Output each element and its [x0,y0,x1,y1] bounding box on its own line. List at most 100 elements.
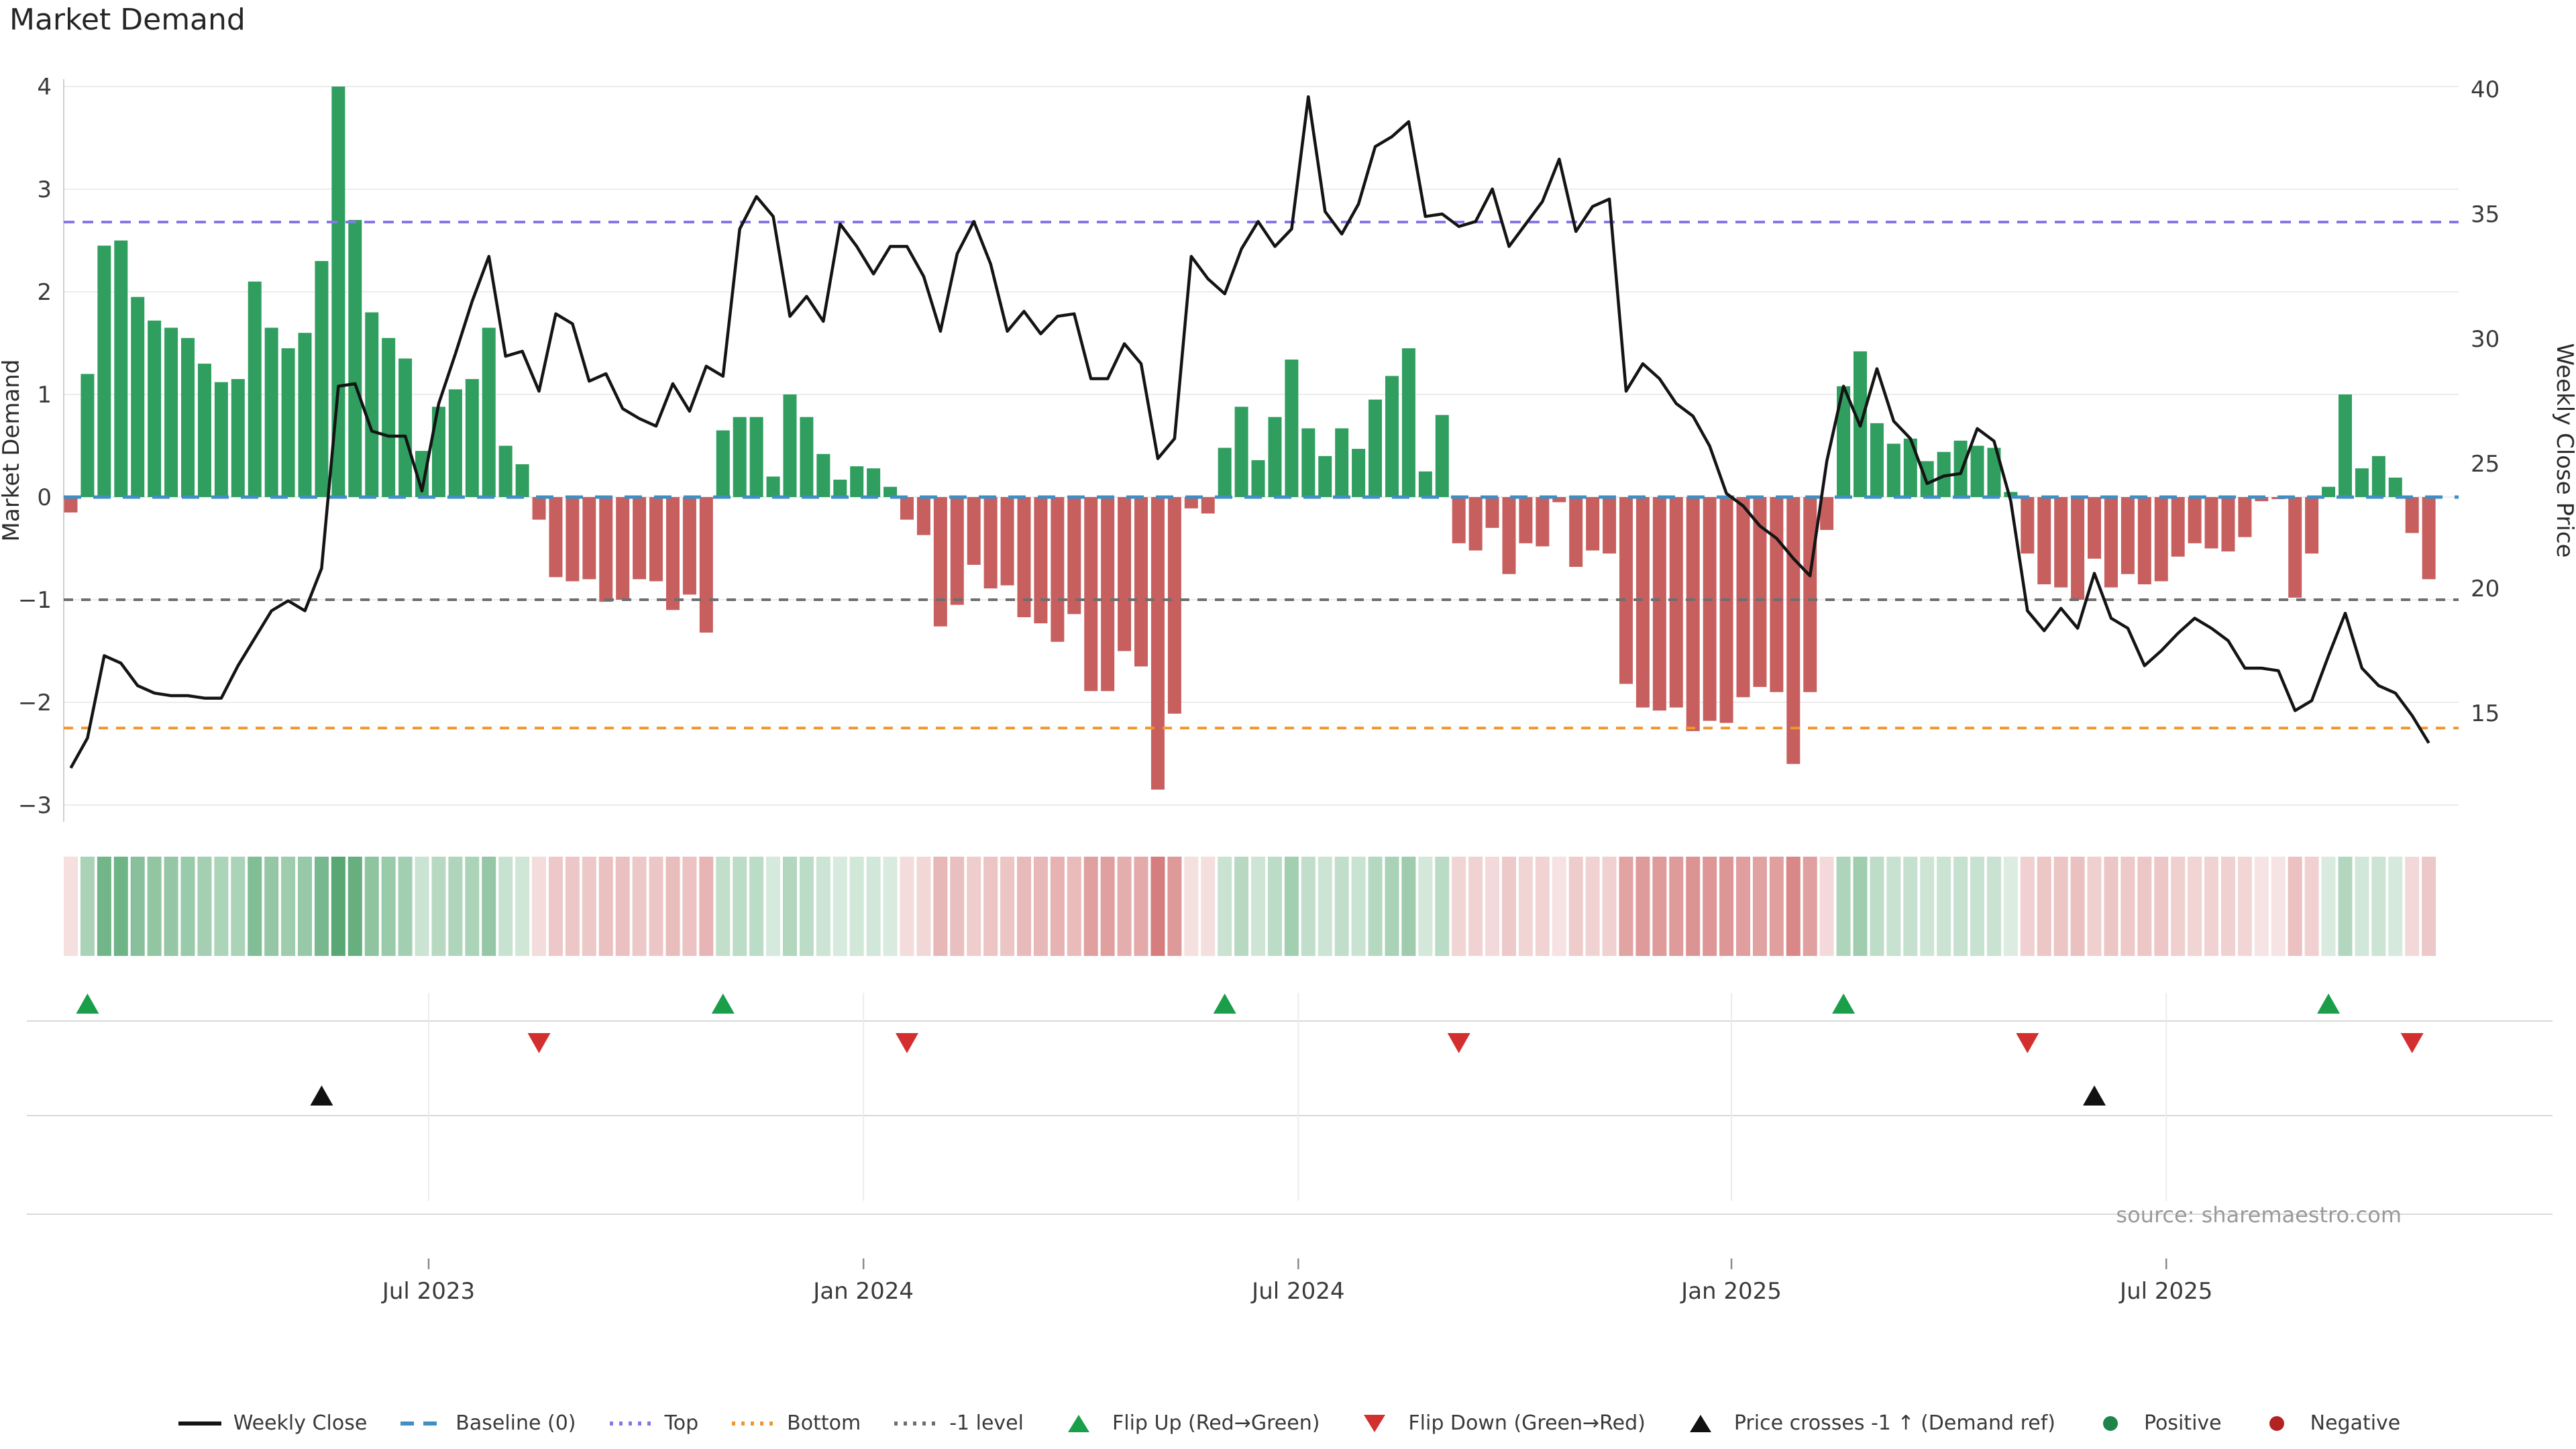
heatmap-cell [1351,857,1366,956]
dot-legend-swatch [2102,1415,2118,1431]
demand-bar [1803,497,1817,692]
heatmap-cell [1418,857,1433,956]
legend-item: Baseline (0) [398,1411,576,1435]
heatmap-cell [331,857,345,956]
demand-bar [1101,497,1115,692]
demand-bar [1051,497,1065,642]
demand-bar [599,497,613,602]
demand-bar [1301,428,1316,497]
demand-bar [1118,497,1132,651]
demand-bar [699,497,713,633]
heatmap-cell [833,857,847,956]
right-axis-tick: 35 [2471,201,2500,228]
heatmap-cell [582,857,596,956]
flip-down-marker [2016,1033,2039,1053]
demand-bar [2238,497,2252,537]
source-annotation: source: sharemaestro.com [2116,1202,2402,1228]
demand-bar [2204,497,2218,549]
demand-bar [1285,359,1299,497]
tri-up-legend-swatch [1689,1414,1711,1432]
heatmap-cell [80,857,95,956]
heatmap-cell [130,857,145,956]
heatmap-cell [2104,857,2118,956]
heatmap-cell [1017,857,1032,956]
heatmap-cell [1719,857,1734,956]
demand-bar [2137,497,2151,585]
heatmap-cell [900,857,914,956]
left-axis-tick: 0 [37,484,52,511]
heatmap-cell [816,857,830,956]
demand-bar [1435,415,1449,497]
demand-bar [2121,497,2135,574]
dot-legend-swatch [2269,1415,2284,1431]
heatmap-cell [1501,857,1516,956]
demand-bar [482,327,496,497]
demand-bar [2071,497,2085,600]
heatmap-cell [498,857,513,956]
right-axis-tick: 40 [2471,76,2500,103]
demand-bar [2004,492,2018,497]
demand-bar [1569,497,1583,568]
legend-item-label: Flip Up (Red→Green) [1112,1411,1320,1435]
demand-bar [2355,468,2369,497]
heatmap-cell [1385,857,1399,956]
legend-item: Top [607,1411,698,1435]
heatmap-cell [1870,857,1884,956]
demand-bar [2221,497,2235,552]
right-axis-title: Weekly Close Price [2551,343,2576,558]
demand-bar [231,379,245,497]
heatmap-cell [2037,857,2051,956]
demand-bar [365,312,379,497]
demand-bar [1134,497,1148,667]
demand-bar [2322,486,2336,497]
heatmap-cell [1652,857,1667,956]
demand-bar [2021,497,2035,554]
heatmap-cell [2371,857,2386,956]
heatmap-cell [1585,857,1600,956]
demand-bar [850,466,864,497]
heatmap-cell [1117,857,1132,956]
demand-bar [1234,407,1248,497]
flip-up-marker [2317,994,2341,1014]
demand-bar [2288,497,2302,598]
legend-item: Positive [2086,1411,2222,1435]
demand-bar [2054,497,2068,588]
legend-item: Flip Up (Red→Green) [1055,1411,1320,1435]
heatmap-cell [2188,857,2202,956]
legend-item-label: Negative [2310,1411,2401,1435]
heatmap-cell [1518,857,1533,956]
heatmap-cell [749,857,764,956]
flip-down-marker [1447,1033,1470,1053]
heatmap-cell [164,857,178,956]
dots-legend-swatch [609,1421,653,1426]
legend-item-label: Bottom [787,1411,861,1435]
heatmap-cell [933,857,948,956]
tri-down-legend-swatch [1364,1414,1386,1432]
demand-bar [582,497,596,580]
flip-up-marker [711,994,735,1014]
demand-bar [1385,376,1399,497]
right-axis-tick: 25 [2471,451,2500,478]
demand-bar [2171,497,2185,557]
heatmap-cell [2288,857,2302,956]
heatmap-cell [983,857,998,956]
demand-bar [1502,497,1516,574]
heatmap-cell [615,857,630,956]
demand-bar [1753,497,1767,688]
heatmap-cell [1803,857,1817,956]
heatmap-cell [649,857,663,956]
demand-bar [1150,497,1165,790]
heatmap-cell [1819,857,1834,956]
heatmap-cell [1619,857,1633,956]
demand-bar [616,497,630,600]
demand-bar [398,358,413,497]
heatmap-cell [883,857,898,956]
demand-bar [1067,497,1081,614]
right-axis-tick: 30 [2471,326,2500,353]
demand-bar [2104,497,2118,588]
heatmap-cell [448,857,463,956]
legend-item-label: Flip Down (Green→Red) [1408,1411,1646,1435]
heatmap-cell [2321,857,2336,956]
left-axis-tick: 3 [37,176,52,203]
